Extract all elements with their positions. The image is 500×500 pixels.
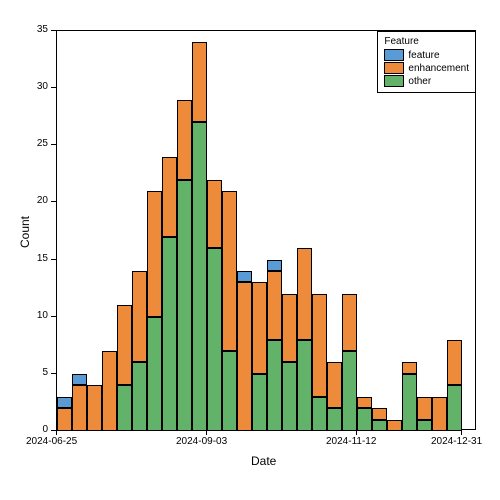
x-tick-label: 2024-11-12 <box>326 436 376 447</box>
bar-segment-feature <box>72 374 87 385</box>
bar-segment-other <box>357 408 372 431</box>
legend-label: enhancement <box>408 63 469 74</box>
bar-segment-enhancement <box>162 157 177 237</box>
x-tick-label: 2024-06-25 <box>26 436 77 447</box>
bar-segment-enhancement <box>222 191 237 351</box>
bar-segment-other <box>402 374 417 431</box>
bar-segment-enhancement <box>342 294 357 351</box>
bar-segment-enhancement <box>447 340 462 386</box>
bar-segment-enhancement <box>177 100 192 180</box>
bar-segment-other <box>447 385 462 431</box>
x-tick-mark <box>206 430 207 435</box>
y-tick-label: 10 <box>37 310 48 321</box>
bar-segment-enhancement <box>87 385 102 431</box>
bar-segment-enhancement <box>102 351 117 431</box>
legend-swatch <box>384 49 404 61</box>
bar-segment-enhancement <box>297 248 312 339</box>
legend-item-other: other <box>384 75 469 87</box>
x-tick-label: 2024-09-03 <box>176 436 227 447</box>
y-tick-mark <box>51 87 56 88</box>
legend: Feature feature enhancement other <box>377 31 476 93</box>
bar-segment-enhancement <box>387 420 402 431</box>
legend-title: Feature <box>384 36 469 47</box>
bar-segment-feature <box>267 260 282 271</box>
y-tick-label: 30 <box>37 81 48 92</box>
legend-label: other <box>408 76 431 87</box>
bar-segment-other <box>312 397 327 431</box>
y-tick-label: 0 <box>42 424 48 435</box>
x-tick-mark <box>461 430 462 435</box>
y-tick-label: 25 <box>37 138 48 149</box>
bar-segment-other <box>192 122 207 431</box>
bar-segment-other <box>252 374 267 431</box>
y-tick-mark <box>51 144 56 145</box>
bar-segment-enhancement <box>312 294 327 397</box>
bar-segment-other <box>117 385 132 431</box>
bar-segment-feature <box>237 271 252 282</box>
bar-segment-enhancement <box>57 408 72 431</box>
chart-container: Date Count Feature feature enhancement oth… <box>0 0 500 500</box>
x-tick-mark <box>56 430 57 435</box>
y-tick-mark <box>51 201 56 202</box>
bar-segment-enhancement <box>72 385 87 431</box>
bar-segment-other <box>372 420 387 431</box>
x-tick-mark <box>356 430 357 435</box>
y-tick-label: 20 <box>37 195 48 206</box>
bar-segment-enhancement <box>192 42 207 122</box>
x-tick-label: 2024-12-31 <box>431 436 482 447</box>
bar-segment-enhancement <box>237 282 252 431</box>
legend-item-feature: feature <box>384 49 469 61</box>
bar-segment-enhancement <box>267 271 282 340</box>
y-tick-mark <box>51 373 56 374</box>
bar-segment-enhancement <box>417 397 432 420</box>
bar-segment-other <box>222 351 237 431</box>
bar-segment-other <box>132 362 147 431</box>
bar-segment-other <box>207 248 222 431</box>
y-tick-mark <box>51 259 56 260</box>
x-axis-label: Date <box>251 454 276 468</box>
y-tick-mark <box>51 316 56 317</box>
bar-segment-enhancement <box>282 294 297 363</box>
legend-item-enhancement: enhancement <box>384 62 469 74</box>
legend-swatch <box>384 75 404 87</box>
y-tick-label: 5 <box>42 367 48 378</box>
bar-segment-other <box>147 317 162 431</box>
bar-segment-other <box>327 408 342 431</box>
bar-segment-enhancement <box>357 397 372 408</box>
bar-segment-enhancement <box>327 362 342 408</box>
bar-segment-other <box>162 237 177 431</box>
bar-segment-other <box>282 362 297 431</box>
bar-segment-enhancement <box>252 282 267 373</box>
bar-segment-other <box>177 180 192 431</box>
y-tick-mark <box>51 30 56 31</box>
legend-swatch <box>384 62 404 74</box>
bar-segment-other <box>342 351 357 431</box>
bar-segment-enhancement <box>117 305 132 385</box>
y-tick-label: 15 <box>37 253 48 264</box>
bar-segment-enhancement <box>372 408 387 419</box>
bar-segment-feature <box>57 397 72 408</box>
y-axis-label: Count <box>18 216 32 248</box>
legend-label: feature <box>408 50 439 61</box>
bar-segment-other <box>297 340 312 431</box>
bar-segment-enhancement <box>207 180 222 249</box>
bar-segment-other <box>417 420 432 431</box>
bar-segment-enhancement <box>432 397 447 431</box>
bar-segment-enhancement <box>402 362 417 373</box>
bar-segment-other <box>267 340 282 431</box>
y-tick-label: 35 <box>37 24 48 35</box>
bar-segment-enhancement <box>147 191 162 317</box>
bar-segment-enhancement <box>132 271 147 362</box>
